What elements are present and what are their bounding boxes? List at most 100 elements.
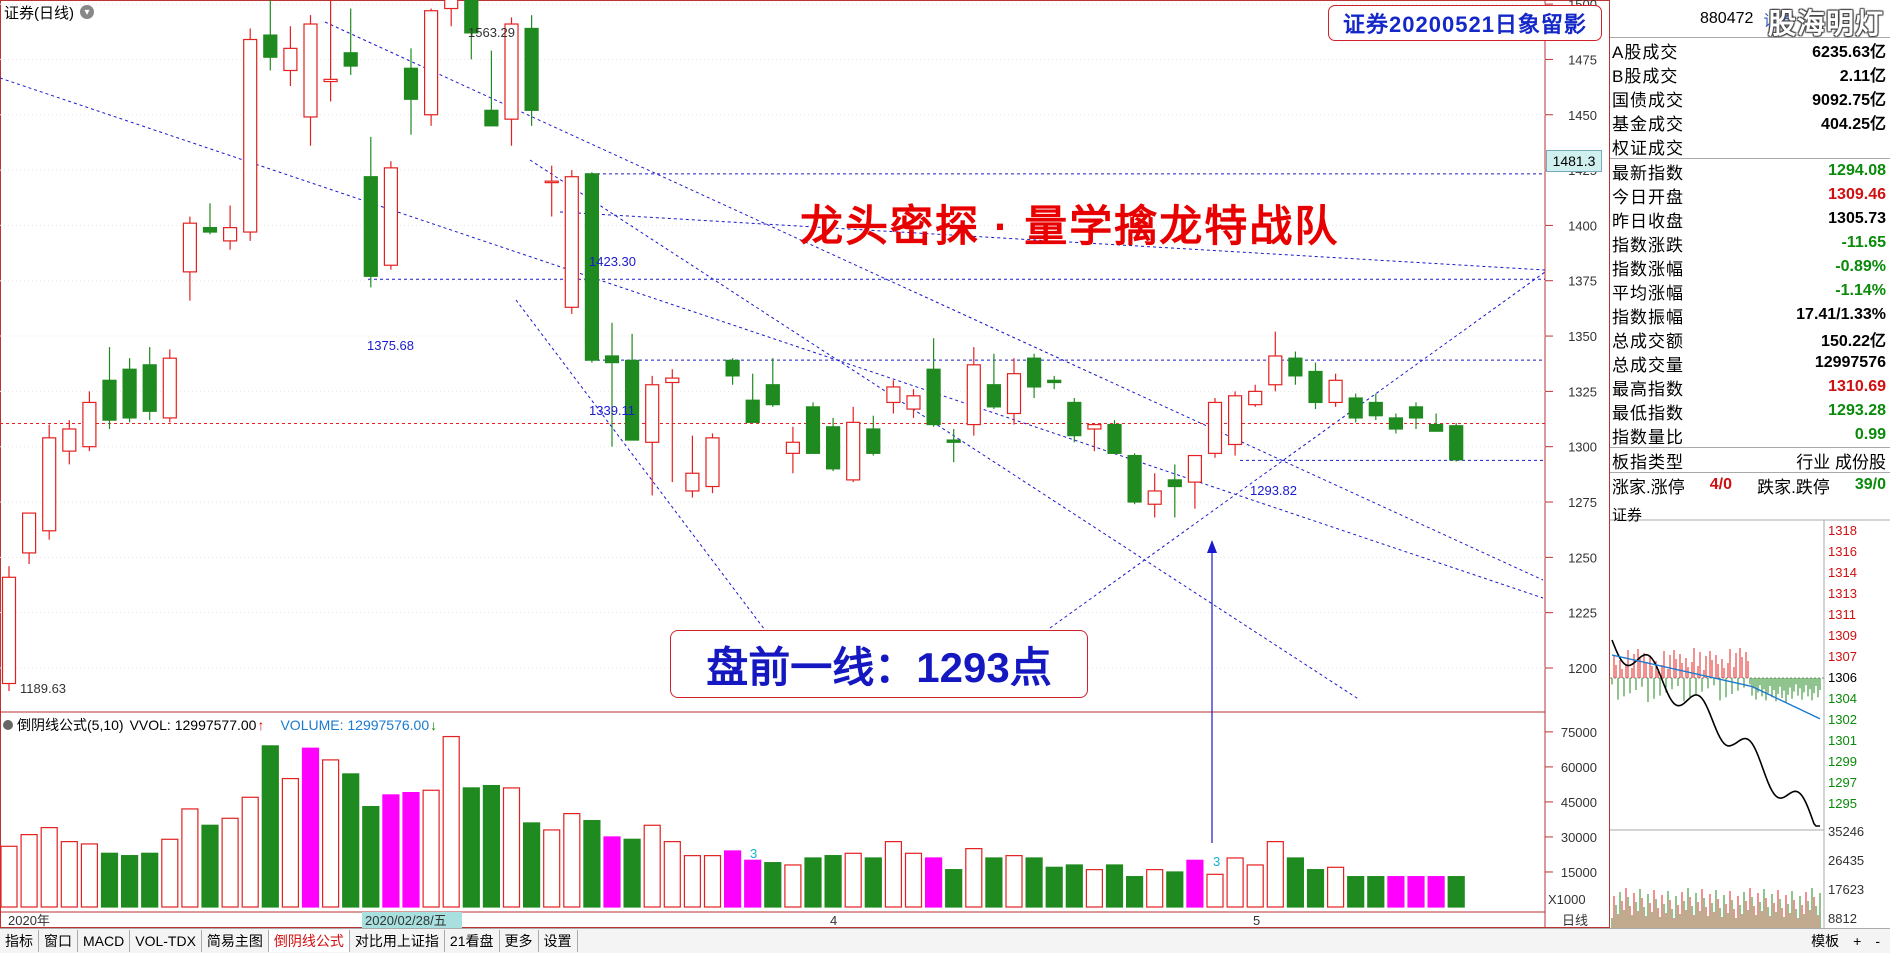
candle-body <box>182 222 197 273</box>
candle-body <box>1268 355 1283 386</box>
quote-value: 0.99 <box>1854 426 1886 443</box>
volume-tick-label: 60000 <box>1561 760 1597 775</box>
mini-volume-label: 17623 <box>1828 882 1864 897</box>
quote-value: 2.11亿 <box>1839 68 1886 85</box>
tab-21看盘[interactable]: 21看盘 <box>445 930 500 952</box>
template-button[interactable]: 模板 <box>1811 933 1840 949</box>
candle-body <box>82 401 97 448</box>
volume-bar <box>965 848 983 908</box>
quote-label: 总成交量 <box>1612 355 1684 375</box>
candle-body <box>1328 379 1343 404</box>
type-row: 板指类型 行业 成份股 <box>1610 447 1890 472</box>
headline-text: 龙头密探 · 量学擒龙特战队 <box>800 203 1340 251</box>
trendline <box>559 211 1546 271</box>
quote-value: 1293.28 <box>1828 402 1886 419</box>
volume-bar <box>985 857 1003 908</box>
tab-对比用上证指[interactable]: 对比用上证指 <box>350 930 445 952</box>
volume-bar <box>563 812 581 908</box>
volume-bar <box>362 805 380 908</box>
volume-bar <box>1347 876 1365 908</box>
annotation-1375: 1375.68 <box>367 338 414 353</box>
mini-price-line <box>1611 639 1820 827</box>
quote-value: 404.25亿 <box>1821 116 1886 133</box>
volume-bar <box>683 855 702 908</box>
volume-bar <box>402 791 420 908</box>
mini-price-label: 1306 <box>1828 670 1857 685</box>
candle-body <box>946 439 961 443</box>
price-tick-label: 1275 <box>1568 495 1597 510</box>
volume-bar <box>1166 871 1184 908</box>
mini-volume-label: 26435 <box>1828 853 1864 868</box>
tab-更多[interactable]: 更多 <box>500 930 539 952</box>
volume-bar <box>281 777 299 908</box>
quote-value: 1310.69 <box>1828 378 1886 395</box>
volume-bar <box>844 852 862 908</box>
volume-bar <box>723 850 742 908</box>
volume-bar <box>1186 859 1204 908</box>
price-axis: 1550152515001475145014251400137513501325… <box>1545 0 1597 676</box>
volume-bar <box>201 824 219 908</box>
remove-button[interactable]: - <box>1875 933 1880 949</box>
quote-label: A股成交 <box>1612 42 1679 62</box>
quote-row: 总成交额 150.22亿 <box>1610 327 1890 351</box>
quote-row: 指数振幅 17.41/1.33% <box>1610 303 1890 327</box>
arrow-up-icon: ↑ <box>257 717 265 733</box>
candle-body <box>1107 423 1122 454</box>
quote-label: 今日开盘 <box>1612 187 1684 207</box>
candle-body <box>624 359 640 441</box>
tab-MACD[interactable]: MACD <box>78 930 131 952</box>
chart-title-bar: 证券(日线) ▾ <box>0 0 94 24</box>
candle-body <box>464 0 479 34</box>
tab-简易主图[interactable]: 简易主图 <box>202 930 269 952</box>
mini-price-label: 1311 <box>1828 607 1856 622</box>
candle-body <box>544 180 559 184</box>
price-tick-label: 1325 <box>1568 384 1597 399</box>
mini-volume-label: 35246 <box>1828 824 1864 839</box>
volume-bar <box>80 843 99 908</box>
chevron-down-icon[interactable]: ▾ <box>80 5 94 19</box>
candle-body <box>303 23 318 118</box>
volume-bar <box>322 759 340 908</box>
quote-rows: A股成交 6235.63亿 B股成交 2.11亿 国债成交 9092.75亿 基金成交 404… <box>1610 38 1890 447</box>
volume-bar <box>20 834 38 908</box>
tab-VOL-TDX[interactable]: VOL-TDX <box>130 930 202 952</box>
add-button[interactable]: + <box>1853 933 1862 949</box>
date-selected: 2020/02/28/五 <box>365 913 447 928</box>
volume-bar <box>864 857 882 908</box>
volume-bar <box>462 787 480 908</box>
tab-窗口[interactable]: 窗口 <box>39 930 78 952</box>
volume-tick-label: 30000 <box>1561 830 1597 845</box>
candle-body <box>1167 479 1182 488</box>
date-selected-bg <box>362 912 462 928</box>
candle-body <box>1388 417 1404 430</box>
quote-row: 最低指数 1293.28 <box>1610 399 1890 423</box>
candle-body <box>1006 373 1022 415</box>
mini-price-label: 1318 <box>1828 523 1857 538</box>
volume-bar <box>1005 855 1023 908</box>
volume-tick-label: 45000 <box>1561 795 1597 810</box>
volume-bar <box>382 794 400 908</box>
candle-body <box>343 52 358 67</box>
volume-bar <box>1226 857 1244 908</box>
dot-icon[interactable] <box>3 720 13 730</box>
volume-bar <box>502 787 521 908</box>
type-value[interactable]: 行业 成份股 <box>1796 452 1886 472</box>
candle-body <box>524 27 539 111</box>
tab-设置[interactable]: 设置 <box>539 930 578 952</box>
trendline <box>324 21 1544 581</box>
intraday-mini-chart: 1318 1316 1314 1313 1311 1309 1307 1306 1304 1302… <box>1610 519 1890 928</box>
main-chart-frame <box>0 0 1610 928</box>
pointer-arrow-head <box>1207 540 1217 553</box>
candle-body <box>142 364 157 412</box>
quote-label: 指数量比 <box>1612 427 1684 447</box>
tab-指标[interactable]: 指标 <box>0 930 39 952</box>
annotation-3b: 3 <box>1213 854 1220 869</box>
volume-bar <box>1045 866 1063 908</box>
tab-倒阴线公式[interactable]: 倒阴线公式 <box>268 930 350 952</box>
volume-axis: 75000 60000 45000 30000 15000 <box>1545 725 1597 880</box>
candles <box>1 0 1464 691</box>
volume-bar <box>784 864 802 908</box>
tabbar-right: 模板 + - <box>1797 929 1880 953</box>
quote-value: -1.14% <box>1835 282 1886 299</box>
candle-body <box>1428 423 1444 432</box>
